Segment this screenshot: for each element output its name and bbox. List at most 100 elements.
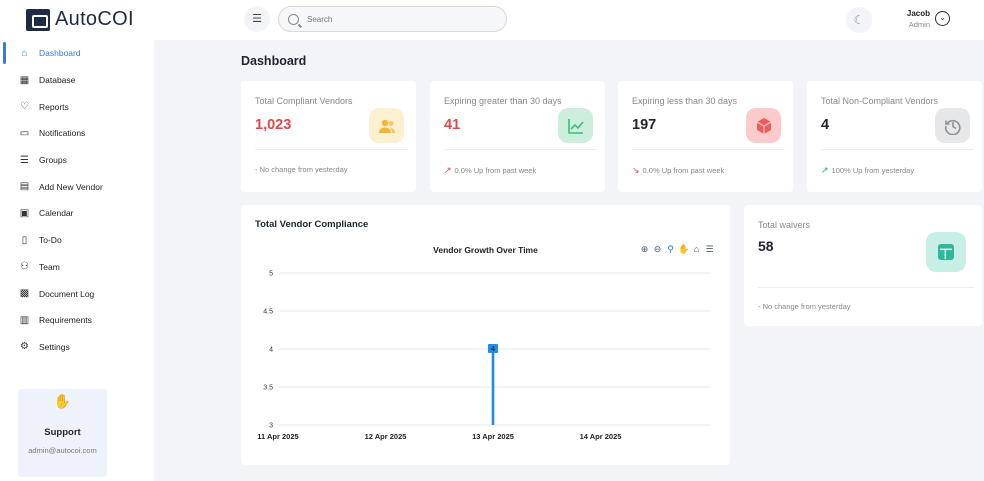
- sidebar-item-label: Team: [39, 261, 60, 272]
- sidebar-item-label: Database: [39, 75, 76, 86]
- stat-footnote-text: - No change from yesterday: [255, 165, 348, 174]
- search-input[interactable]: [307, 14, 497, 24]
- sidebar-item-notifications[interactable]: ▭ Notifications: [0, 120, 154, 147]
- x-tick-label: 13 Apr 2025: [472, 432, 514, 441]
- stat-footnote-text: 0.0% Up from past week: [642, 166, 725, 175]
- total-waivers-card: Total waivers 58 - No change from yester…: [744, 205, 982, 326]
- sidebar-item-settings[interactable]: ⚙ Settings: [0, 334, 154, 361]
- list-icon: ☰: [20, 154, 29, 166]
- pan-icon[interactable]: ✋: [678, 244, 690, 254]
- y-tick-label: 5: [269, 271, 273, 278]
- stat-card-total-non-compliant-vendors: Total Non-Compliant Vendors 4 ↗ 100% Up fro…: [807, 81, 982, 192]
- sidebar-item-add-new-vendor[interactable]: ▤ Add New Vendor: [0, 173, 154, 200]
- y-tick-label: 4.5: [263, 309, 273, 316]
- sidebar-item-label: Reports: [39, 101, 69, 112]
- divider: [632, 149, 785, 150]
- y-tick-label: 4: [269, 347, 273, 354]
- stat-footnote: ↘ 0.0% Up from past week: [632, 165, 724, 176]
- stat-footnote: - No change from yesterday: [255, 165, 348, 174]
- data-label: 4: [491, 346, 495, 353]
- sidebar-item-requirements[interactable]: ▥ Requirements: [0, 307, 154, 334]
- heart-icon: ♡: [20, 101, 29, 113]
- users-icon: ⚇: [20, 261, 29, 273]
- x-tick-label: 11 Apr 2025: [257, 432, 298, 441]
- sidebar-nav: ⌂ Dashboard ▦ Database ♡ Reports ▭ Notification…: [0, 40, 154, 360]
- bar-chart-icon: ▥: [19, 314, 30, 326]
- calendar-icon: ▣: [19, 207, 30, 219]
- menu-icon[interactable]: ☰: [705, 244, 714, 254]
- dark-mode-toggle[interactable]: ☾: [846, 7, 872, 33]
- waiver-footnote: - No change from yesterday: [758, 302, 851, 311]
- data-bar: [491, 349, 495, 425]
- history-icon: [935, 108, 970, 143]
- sidebar-item-document-log[interactable]: ▩ Document Log: [0, 280, 154, 307]
- sidebar-item-calendar[interactable]: ▣ Calendar: [0, 200, 154, 227]
- support-title: Support: [44, 427, 81, 438]
- zoom-out-icon[interactable]: ⊖: [653, 244, 662, 254]
- user-name: Jacob: [906, 9, 930, 18]
- page-title: Dashboard: [241, 54, 307, 68]
- sidebar-item-team[interactable]: ⚇ Team: [0, 254, 154, 281]
- chat-icon: ▭: [19, 127, 30, 139]
- sidebar-item-label: Add New Vendor: [39, 181, 103, 192]
- divider: [758, 287, 974, 288]
- sidebar-item-label: Requirements: [39, 315, 92, 326]
- gear-icon: ⚙: [20, 341, 29, 353]
- stat-label: Total Non-Compliant Vendors: [821, 96, 939, 106]
- sidebar-item-reports[interactable]: ♡ Reports: [0, 93, 154, 120]
- divider: [821, 149, 974, 150]
- search-bar[interactable]: [278, 6, 507, 32]
- grid-icon: ▦: [19, 74, 30, 86]
- divider: [255, 149, 408, 150]
- stat-value: 41: [444, 117, 461, 133]
- support-email[interactable]: admin@autocoi.com: [28, 446, 97, 455]
- menu-icon: ☰: [252, 13, 262, 25]
- sidebar-item-database[interactable]: ▦ Database: [0, 67, 154, 94]
- divider: [444, 149, 597, 150]
- search-icon: [288, 13, 299, 25]
- waiver-label: Total waivers: [758, 220, 811, 230]
- stat-card-expiring-greater-than-30-days: Expiring greater than 30 days 41 ↗ 0.0% Up …: [430, 81, 605, 192]
- y-tick-label: 3.5: [263, 385, 273, 392]
- y-tick-label: 3: [269, 423, 273, 430]
- stat-card-total-compliant-vendors: Total Compliant Vendors 1,023 - No change …: [241, 81, 416, 192]
- selection-zoom-icon[interactable]: ⚲: [667, 244, 674, 254]
- logo[interactable]: AutoCOI: [26, 8, 134, 31]
- home-icon: ⌂: [21, 47, 28, 59]
- sidebar-item-groups[interactable]: ☰ Groups: [0, 147, 154, 174]
- waiver-value: 58: [758, 238, 774, 254]
- logo-icon: [26, 8, 50, 31]
- stat-value: 1,023: [255, 117, 292, 133]
- top-bar: ☰ ☾ Jacob Admin ⌄: [154, 0, 984, 40]
- zoom-in-icon[interactable]: ⊕: [640, 244, 649, 254]
- app-name: AutoCOI: [55, 8, 134, 30]
- trend-up-icon: ↗: [821, 165, 829, 175]
- layout-icon: [926, 232, 966, 272]
- stat-footnote-text: 0.0% Up from past week: [454, 166, 537, 175]
- x-tick-label: 12 Apr 2025: [365, 432, 407, 441]
- reset-home-icon[interactable]: ⌂: [693, 244, 700, 254]
- stat-label: Expiring less than 30 days: [632, 96, 738, 106]
- x-tick-label: 14 Apr 2025: [580, 432, 622, 441]
- chart-title: Vendor Growth Over Time: [433, 245, 538, 255]
- stat-label: Total Compliant Vendors: [255, 96, 353, 106]
- chart-card-title: Total Vendor Compliance: [255, 219, 369, 230]
- gift-icon: ▩: [19, 288, 30, 300]
- table-icon: ▤: [19, 181, 30, 193]
- user-menu-chevron-icon[interactable]: ⌄: [935, 11, 950, 26]
- user-role: Admin: [908, 20, 930, 29]
- line-chart-icon: [558, 108, 593, 143]
- sidebar-item-label: Dashboard: [39, 48, 81, 59]
- sidebar-item-dashboard[interactable]: ⌂ Dashboard: [0, 40, 154, 67]
- stat-footnote: ↗ 100% Up from yesterday: [821, 165, 914, 176]
- sidebar-item-label: Notifications: [39, 128, 86, 139]
- support-card[interactable]: ✋ Support admin@autocoi.com: [18, 389, 107, 477]
- user-info[interactable]: Jacob Admin: [904, 9, 930, 29]
- trend-down-icon: ↘: [632, 165, 640, 175]
- moon-icon: ☾: [853, 13, 865, 27]
- stat-footnote-text: 100% Up from yesterday: [831, 166, 915, 175]
- menu-toggle-button[interactable]: ☰: [244, 6, 270, 32]
- stat-label: Expiring greater than 30 days: [444, 96, 562, 106]
- chart-toolbar: ⊕ ⊖ ⚲ ✋ ⌂ ☰: [639, 244, 717, 255]
- sidebar-item-to-do[interactable]: ▯ To-Do: [0, 227, 154, 254]
